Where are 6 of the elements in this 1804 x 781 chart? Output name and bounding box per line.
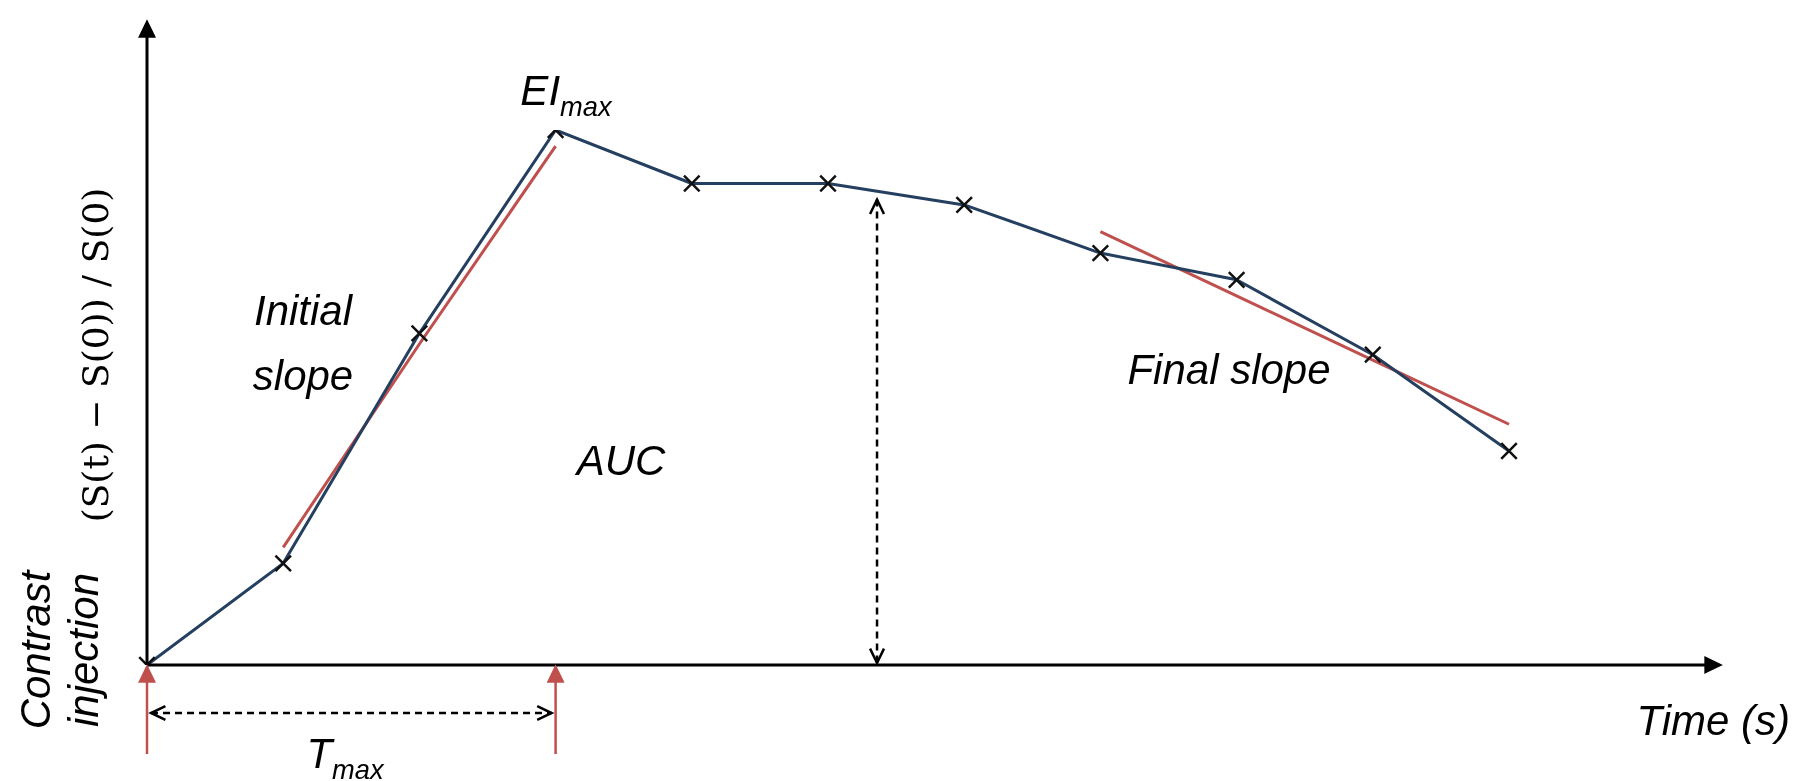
- annotation: Contrast injection: [12, 568, 107, 730]
- x-axis-title: Time (s): [1636, 697, 1790, 744]
- annotation: Final slope: [1127, 346, 1331, 393]
- annotation: Initial slope: [252, 287, 354, 399]
- y-axis-title: (S(t) − S(0)) / S(0): [75, 187, 116, 523]
- annotation: AUC: [573, 437, 667, 484]
